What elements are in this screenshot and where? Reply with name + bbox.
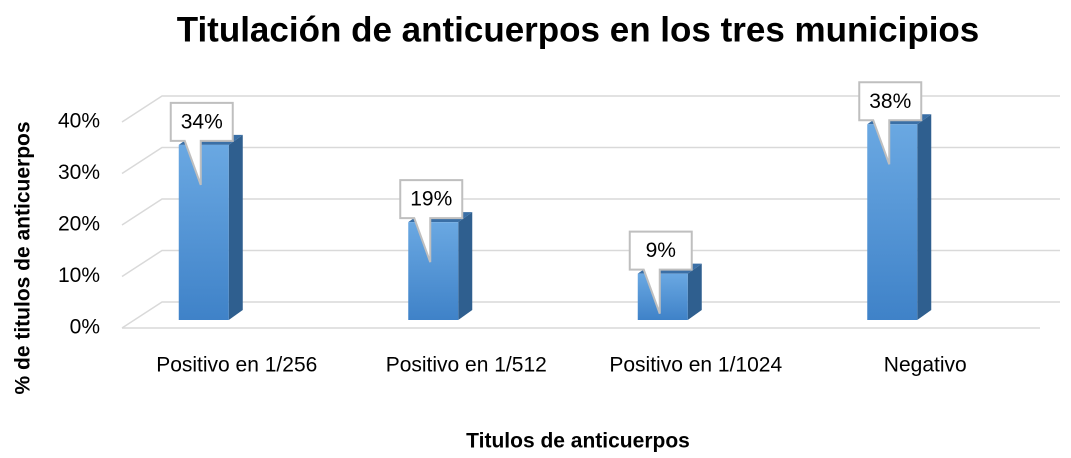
y-tick-label: 30% bbox=[58, 161, 100, 184]
x-tick-label: Negativo bbox=[884, 354, 967, 377]
x-tick-label: Positivo en 1/512 bbox=[386, 354, 547, 377]
bar-side bbox=[687, 263, 702, 320]
grid-line bbox=[121, 249, 1060, 278]
bar bbox=[408, 222, 459, 320]
x-tick-label: Positivo en 1/256 bbox=[156, 354, 317, 377]
data-label: 38% bbox=[869, 90, 911, 113]
grid-line bbox=[121, 146, 1060, 175]
data-label-callout bbox=[169, 101, 234, 186]
bar-side bbox=[458, 212, 473, 320]
data-label-callout bbox=[399, 179, 464, 263]
data-label: 19% bbox=[410, 188, 452, 211]
data-label-callout bbox=[628, 230, 693, 314]
bar bbox=[867, 124, 918, 320]
y-tick-label: 40% bbox=[58, 110, 100, 133]
y-tick-label: 20% bbox=[58, 213, 100, 236]
grid-line bbox=[121, 95, 1060, 123]
bar-side bbox=[228, 134, 243, 320]
data-label-callout bbox=[858, 81, 923, 165]
data-label: 9% bbox=[646, 239, 676, 262]
x-axis-label: Titulos de anticuerpos bbox=[466, 430, 690, 453]
data-label: 34% bbox=[181, 110, 223, 133]
bar bbox=[178, 144, 229, 320]
bar bbox=[637, 273, 688, 320]
y-axis-label: % de titulos de anticuerpos bbox=[12, 121, 35, 394]
grid-line bbox=[121, 198, 1060, 226]
bar-side bbox=[917, 114, 932, 320]
chart-title: Titulación de anticuerpos en los tres mu… bbox=[177, 10, 980, 49]
x-tick-label: Positivo en 1/1024 bbox=[609, 354, 782, 377]
y-tick-label: 10% bbox=[58, 264, 100, 287]
grid-line bbox=[121, 301, 1060, 329]
y-tick-label: 0% bbox=[70, 316, 100, 339]
